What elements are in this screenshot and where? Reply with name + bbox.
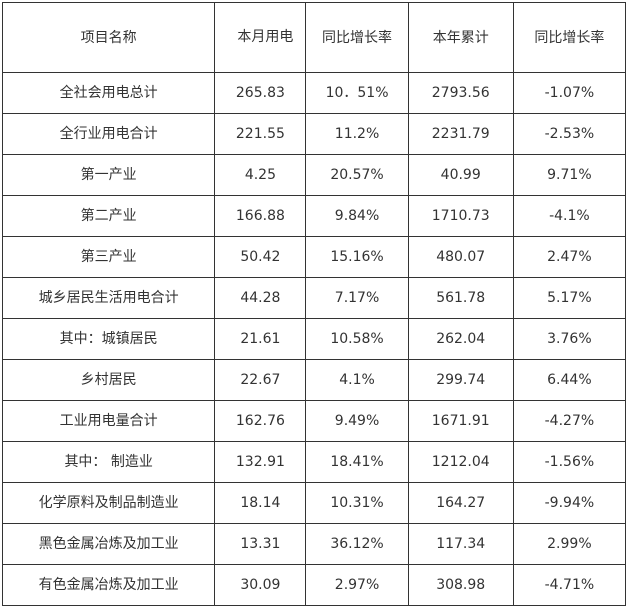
- cell-monthly-yoy: 9.49%: [305, 400, 409, 442]
- cell-monthly-usage: 18.14: [214, 482, 307, 524]
- cell-ytd: 2231.79: [407, 113, 514, 155]
- cell-ytd-yoy: -4.27%: [512, 400, 627, 442]
- cell-item-name: 第三产业: [1, 236, 216, 278]
- cell-ytd-yoy: 2.47%: [512, 236, 627, 278]
- cell-ytd: 561.78: [407, 277, 514, 319]
- table-row: 其中：城镇居民 21.61 10.58% 262.04 3.76%: [1, 318, 627, 360]
- cell-monthly-yoy: 18.41%: [305, 441, 409, 483]
- table-row: 城乡居民生活用电合计 44.28 7.17% 561.78 5.17%: [1, 277, 627, 319]
- header-monthly-yoy: 同比增长率: [305, 2, 409, 73]
- cell-ytd: 480.07: [407, 236, 514, 278]
- header-ytd: 本年累计: [407, 2, 514, 73]
- cell-ytd: 117.34: [407, 523, 514, 565]
- cell-monthly-usage: 221.55: [214, 113, 307, 155]
- cell-monthly-usage: 21.61: [214, 318, 307, 360]
- cell-ytd-yoy: 2.99%: [512, 523, 627, 565]
- cell-item-name: 城乡居民生活用电合计: [1, 277, 216, 319]
- table-row: 全社会用电总计 265.83 10．51% 2793.56 -1.07%: [1, 72, 627, 114]
- table-row: 工业用电量合计 162.76 9.49% 1671.91 -4.27%: [1, 400, 627, 442]
- header-monthly-usage: 本月用电: [214, 2, 307, 73]
- cell-ytd: 1671.91: [407, 400, 514, 442]
- cell-monthly-usage: 50.42: [214, 236, 307, 278]
- cell-monthly-usage: 44.28: [214, 277, 307, 319]
- table-header-row: 项目名称 本月用电 同比增长率 本年累计 同比增长率: [1, 2, 627, 73]
- cell-item-name: 其中：城镇居民: [1, 318, 216, 360]
- cell-item-name: 第一产业: [1, 154, 216, 196]
- header-item-name: 项目名称: [1, 2, 216, 73]
- cell-item-name: 全行业用电合计: [1, 113, 216, 155]
- cell-monthly-yoy: 15.16%: [305, 236, 409, 278]
- table-row: 化学原料及制品制造业 18.14 10.31% 164.27 -9.94%: [1, 482, 627, 524]
- cell-monthly-usage: 265.83: [214, 72, 307, 114]
- cell-monthly-yoy: 36.12%: [305, 523, 409, 565]
- cell-item-name: 化学原料及制品制造业: [1, 482, 216, 524]
- cell-item-name: 全社会用电总计: [1, 72, 216, 114]
- cell-ytd-yoy: 5.17%: [512, 277, 627, 319]
- table-row: 黑色金属冶炼及加工业 13.31 36.12% 117.34 2.99%: [1, 523, 627, 565]
- cell-monthly-usage: 4.25: [214, 154, 307, 196]
- cell-monthly-yoy: 10.31%: [305, 482, 409, 524]
- header-ytd-yoy: 同比增长率: [512, 2, 627, 73]
- cell-monthly-yoy: 10．51%: [305, 72, 409, 114]
- cell-monthly-usage: 166.88: [214, 195, 307, 237]
- table-row: 有色金属冶炼及加工业 30.09 2.97% 308.98 -4.71%: [1, 564, 627, 606]
- cell-ytd-yoy: -2.53%: [512, 113, 627, 155]
- cell-monthly-usage: 13.31: [214, 523, 307, 565]
- cell-ytd: 2793.56: [407, 72, 514, 114]
- cell-ytd: 40.99: [407, 154, 514, 196]
- cell-item-name: 其中： 制造业: [1, 441, 216, 483]
- cell-monthly-yoy: 10.58%: [305, 318, 409, 360]
- cell-ytd: 262.04: [407, 318, 514, 360]
- cell-item-name: 工业用电量合计: [1, 400, 216, 442]
- cell-ytd-yoy: -1.56%: [512, 441, 627, 483]
- table-row: 全行业用电合计 221.55 11.2% 2231.79 -2.53%: [1, 113, 627, 155]
- cell-monthly-yoy: 20.57%: [305, 154, 409, 196]
- cell-monthly-yoy: 7.17%: [305, 277, 409, 319]
- table-row: 乡村居民 22.67 4.1% 299.74 6.44%: [1, 359, 627, 401]
- cell-ytd: 164.27: [407, 482, 514, 524]
- cell-monthly-usage: 30.09: [214, 564, 307, 606]
- cell-ytd: 1710.73: [407, 195, 514, 237]
- cell-ytd-yoy: 9.71%: [512, 154, 627, 196]
- cell-item-name: 乡村居民: [1, 359, 216, 401]
- table-row: 第三产业 50.42 15.16% 480.07 2.47%: [1, 236, 627, 278]
- cell-monthly-usage: 162.76: [214, 400, 307, 442]
- cell-item-name: 有色金属冶炼及加工业: [1, 564, 216, 606]
- cell-monthly-yoy: 2.97%: [305, 564, 409, 606]
- table-row: 第一产业 4.25 20.57% 40.99 9.71%: [1, 154, 627, 196]
- cell-ytd-yoy: -4.1%: [512, 195, 627, 237]
- cell-ytd-yoy: -9.94%: [512, 482, 627, 524]
- cell-ytd: 299.74: [407, 359, 514, 401]
- cell-monthly-yoy: 4.1%: [305, 359, 409, 401]
- cell-monthly-usage: 132.91: [214, 441, 307, 483]
- cell-monthly-usage: 22.67: [214, 359, 307, 401]
- cell-monthly-yoy: 11.2%: [305, 113, 409, 155]
- cell-monthly-yoy: 9.84%: [305, 195, 409, 237]
- cell-ytd-yoy: -1.07%: [512, 72, 627, 114]
- cell-item-name: 第二产业: [1, 195, 216, 237]
- cell-ytd-yoy: -4.71%: [512, 564, 627, 606]
- cell-ytd: 308.98: [407, 564, 514, 606]
- cell-ytd-yoy: 6.44%: [512, 359, 627, 401]
- table-row: 其中： 制造业 132.91 18.41% 1212.04 -1.56%: [1, 441, 627, 483]
- table-row: 第二产业 166.88 9.84% 1710.73 -4.1%: [1, 195, 627, 237]
- cell-ytd-yoy: 3.76%: [512, 318, 627, 360]
- cell-item-name: 黑色金属冶炼及加工业: [1, 523, 216, 565]
- cell-ytd: 1212.04: [407, 441, 514, 483]
